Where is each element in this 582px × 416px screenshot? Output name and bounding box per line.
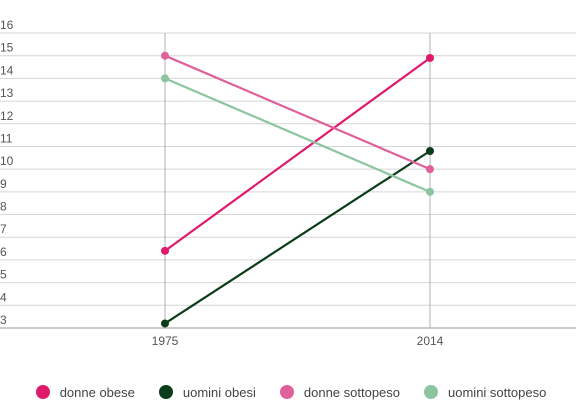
y-tick-label: 6: [0, 245, 7, 259]
data-point: [161, 74, 169, 83]
y-tick-label: 8: [0, 200, 7, 214]
data-point: [161, 51, 169, 60]
x-tick-label: 1975: [152, 334, 179, 348]
y-tick-label: 12: [0, 109, 14, 123]
series-uomini-obesi: [161, 147, 434, 328]
y-tick-label: 9: [0, 177, 7, 191]
series-line: [164, 77, 431, 193]
legend-label: donne obese: [59, 384, 135, 400]
legend-item[interactable]: uomini obesi: [158, 384, 256, 400]
legend-item[interactable]: donne sottopeso: [279, 384, 401, 400]
x-axis: 1975 2014: [152, 334, 444, 348]
legend: donne obese uomini obesi donne sottopeso uo…: [0, 380, 582, 404]
y-tick-label: 4: [0, 290, 7, 304]
legend-label: donne sottopeso: [303, 384, 401, 400]
legend-marker: [158, 385, 173, 399]
series-layer: [161, 51, 434, 328]
grid: [0, 32, 576, 329]
data-point: [426, 165, 434, 174]
legend-marker: [279, 385, 294, 399]
y-tick-label: 7: [0, 222, 7, 236]
y-tick-label: 14: [0, 63, 14, 77]
y-tick-label: 5: [0, 268, 7, 282]
legend-label: uomini sottopeso: [448, 384, 547, 400]
legend-label: uomini obesi: [182, 384, 256, 400]
y-tick-label: 15: [0, 41, 14, 55]
legend-marker: [35, 385, 50, 399]
series-donne-sottopeso: [161, 51, 434, 174]
data-point: [161, 246, 169, 255]
data-point: [426, 53, 434, 62]
legend-item[interactable]: uomini sottopeso: [424, 385, 546, 400]
y-tick-label: 10: [0, 154, 14, 168]
data-point: [161, 319, 169, 328]
legend-item[interactable]: donne obese: [35, 384, 135, 400]
series-line: [164, 54, 431, 171]
data-point: [426, 187, 434, 196]
data-point: [426, 147, 434, 155]
legend-marker: [424, 385, 439, 399]
x-tick-label: 2014: [417, 334, 444, 348]
y-tick-label: 13: [0, 86, 14, 100]
y-tick-label: 16: [0, 18, 14, 32]
series-uomini-sottopeso: [161, 74, 434, 196]
y-tick-label: 11: [0, 131, 13, 145]
series-donne-obese: [161, 53, 434, 255]
y-tick-label: 3: [0, 313, 7, 327]
series-line: [164, 57, 431, 252]
y-axis-ticks: 3 4 5 6 7 8 9 10 11 12 13 14 15 16: [0, 18, 14, 327]
series-line: [164, 150, 431, 325]
